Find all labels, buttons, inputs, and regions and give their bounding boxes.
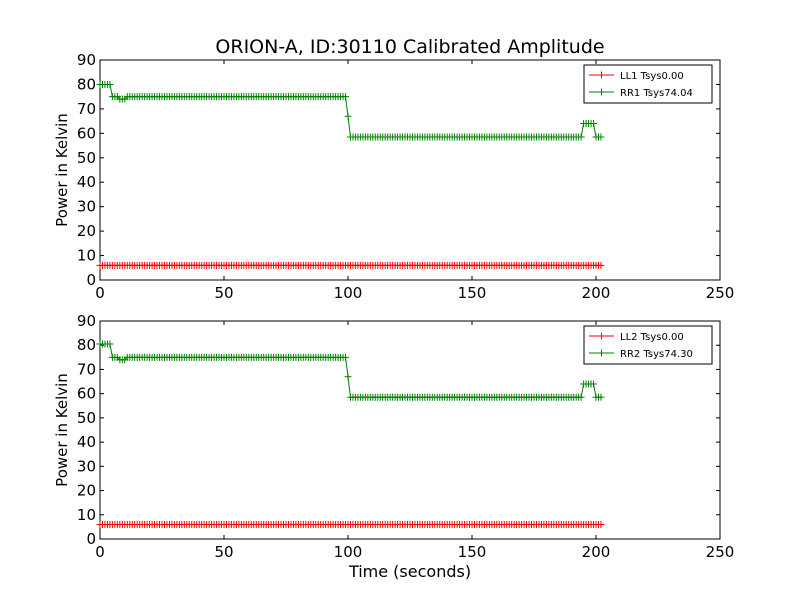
y-tick-label: 90 <box>77 312 96 330</box>
legend-entry: LL2 Tsys0.00 <box>589 332 684 343</box>
data-point <box>344 112 352 120</box>
y-tick-label: 20 <box>77 222 96 240</box>
x-tick-label: 100 <box>334 284 363 302</box>
legend-marker <box>598 71 605 79</box>
legend-label: RR2 Tsys74.30 <box>620 349 693 360</box>
x-tick-label: 50 <box>214 543 233 561</box>
legend-label: LL2 Tsys0.00 <box>620 332 684 343</box>
x-tick-label: 250 <box>706 543 735 561</box>
x-tick-label: 100 <box>334 543 363 561</box>
legend: LL2 Tsys0.00 RR2 Tsys74.30 <box>583 325 713 365</box>
series-1 <box>96 520 605 528</box>
y-tick-label: 30 <box>77 198 96 216</box>
y-tick-label: 10 <box>77 247 96 265</box>
subplot-bottom: 0 50 100 150 200 250 0 10 20 30 40 50 60 70 80 90 Power … <box>53 312 734 561</box>
y-tick-label: 0 <box>86 271 96 289</box>
legend: LL1 Tsys0.00 RR1 Tsys74.04 <box>583 64 713 104</box>
x-tick-label: 50 <box>214 284 233 302</box>
legend-entry: RR2 Tsys74.30 <box>589 349 693 360</box>
y-tick-label: 70 <box>77 100 96 118</box>
y-tick-label: 60 <box>77 124 96 142</box>
y-tick-label: 40 <box>77 433 96 451</box>
data-point <box>577 393 585 401</box>
data-point <box>342 353 350 361</box>
x-tick-label: 0 <box>95 284 105 302</box>
data-point <box>597 520 605 528</box>
x-tick-label: 250 <box>706 284 735 302</box>
y-axis-label: Power in Kelvin <box>53 373 71 487</box>
x-tick-label: 150 <box>458 284 487 302</box>
legend-marker <box>598 349 605 357</box>
chart-title: ORION-A, ID:30110 Calibrated Amplitude <box>215 36 604 58</box>
y-tick-label: 70 <box>77 360 96 378</box>
data-point <box>590 120 598 128</box>
y-tick-label: 0 <box>86 530 96 548</box>
y-tick-label: 10 <box>77 506 96 524</box>
legend-label: RR1 Tsys74.04 <box>620 88 693 99</box>
x-tick-label: 150 <box>458 543 487 561</box>
data-point <box>344 373 352 381</box>
legend-label: LL1 Tsys0.00 <box>620 71 684 82</box>
subplot-top: 0 50 100 150 200 250 0 10 20 30 40 50 60 70 80 90 Power … <box>53 51 734 302</box>
y-tick-label: 90 <box>77 51 96 69</box>
data-point <box>577 133 585 141</box>
data-point <box>342 93 350 101</box>
y-tick-label: 50 <box>77 149 96 167</box>
y-tick-label: 30 <box>77 457 96 475</box>
data-point <box>597 133 605 141</box>
y-axis-label: Power in Kelvin <box>53 113 71 227</box>
x-tick-label: 200 <box>582 543 611 561</box>
legend-box <box>583 64 713 104</box>
data-point <box>106 340 114 348</box>
y-tick-label: 20 <box>77 482 96 500</box>
series-1 <box>96 261 605 269</box>
x-tick-label: 200 <box>582 284 611 302</box>
data-point <box>590 380 598 388</box>
y-tick-label: 60 <box>77 385 96 403</box>
series-2 <box>96 80 605 141</box>
legend-entry: LL1 Tsys0.00 <box>589 71 684 82</box>
legend-marker <box>598 332 605 340</box>
series-2 <box>96 340 605 401</box>
data-point <box>597 261 605 269</box>
y-tick-label: 80 <box>77 75 96 93</box>
data-point <box>106 80 114 88</box>
legend-marker <box>598 88 605 96</box>
y-tick-label: 40 <box>77 173 96 191</box>
y-tick-label: 50 <box>77 409 96 427</box>
y-tick-label: 80 <box>77 336 96 354</box>
data-point <box>597 393 605 401</box>
x-axis-label: Time (seconds) <box>348 562 471 581</box>
legend-box <box>583 325 713 365</box>
x-tick-label: 0 <box>95 543 105 561</box>
legend-entry: RR1 Tsys74.04 <box>589 88 693 99</box>
